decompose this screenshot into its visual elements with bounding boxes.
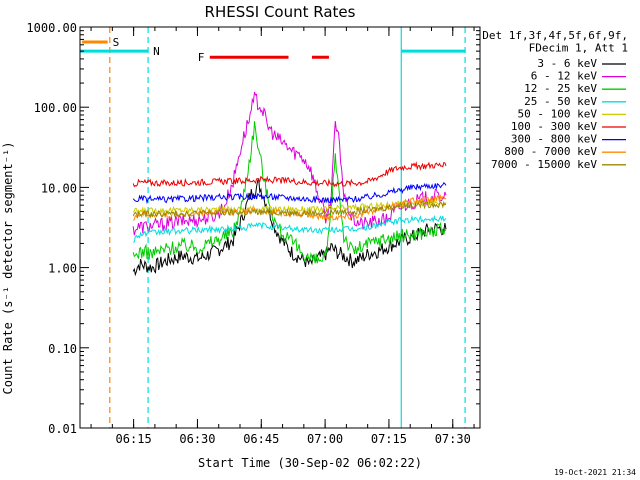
y-tick-label: 0.01	[48, 422, 77, 436]
legend-entry-label: 3 - 6 keV	[537, 57, 597, 70]
chart-title: RHESSI Count Rates	[205, 3, 356, 21]
legend-header: Det 1f,3f,4f,5f,6f,9f,	[482, 29, 628, 42]
legend-entry-label: 25 - 50 keV	[524, 95, 597, 108]
interval-label-s: S	[113, 36, 120, 49]
legend-entry-label: 300 - 800 keV	[511, 133, 597, 146]
x-tick-label: 06:45	[243, 432, 279, 446]
interval-label-f: F	[198, 51, 205, 64]
series-line-5	[132, 161, 447, 188]
x-tick-label: 06:30	[179, 432, 215, 446]
legend-entry-label: 800 - 7000 keV	[504, 145, 597, 158]
axes: 1000.00 100.00 10.00 1.00 0.10 0.01 06:15 06:30…	[26, 21, 481, 446]
series-line-0	[132, 177, 447, 277]
y-tick-label: 0.10	[48, 342, 77, 356]
series-line-1	[132, 91, 447, 236]
y-tick-label: 100.00	[34, 101, 77, 115]
plot-frame	[79, 26, 481, 429]
legend-entry-label: 12 - 25 keV	[524, 82, 597, 95]
y-tick-label: 10.00	[41, 181, 77, 195]
series-line-8	[132, 200, 447, 219]
series-line-3	[133, 214, 447, 243]
x-tick-label: 07:00	[307, 432, 343, 446]
legend-entry-label: 50 - 100 keV	[518, 107, 598, 120]
generation-timestamp: 19-Oct-2021 21:34	[554, 468, 636, 477]
x-tick-label: 06:15	[116, 432, 152, 446]
legend-entry-label: 100 - 300 keV	[511, 120, 597, 133]
x-tick-label: 07:15	[371, 432, 407, 446]
y-tick-label: 1.00	[48, 262, 77, 276]
y-axis-label: Count Rate (s⁻¹ detector segment⁻¹)	[1, 142, 15, 395]
series-line-6	[132, 182, 447, 205]
legend-entry-label: 6 - 12 keV	[531, 70, 598, 83]
plot-area: S N F	[80, 27, 466, 428]
x-tick-label: 07:30	[435, 432, 471, 446]
interval-label-n: N	[153, 45, 160, 58]
legend: Det 1f,3f,4f,5f,6f,9f,FDecim 1, Att 1 3 -…	[482, 29, 628, 171]
series-line-2	[132, 121, 447, 264]
legend-entry-label: 7000 - 15000 keV	[491, 158, 597, 171]
y-tick-label: 1000.00	[26, 21, 77, 35]
x-axis-label: Start Time (30-Sep-02 06:02:22)	[198, 456, 422, 470]
legend-header: FDecim 1, Att 1	[529, 42, 628, 55]
